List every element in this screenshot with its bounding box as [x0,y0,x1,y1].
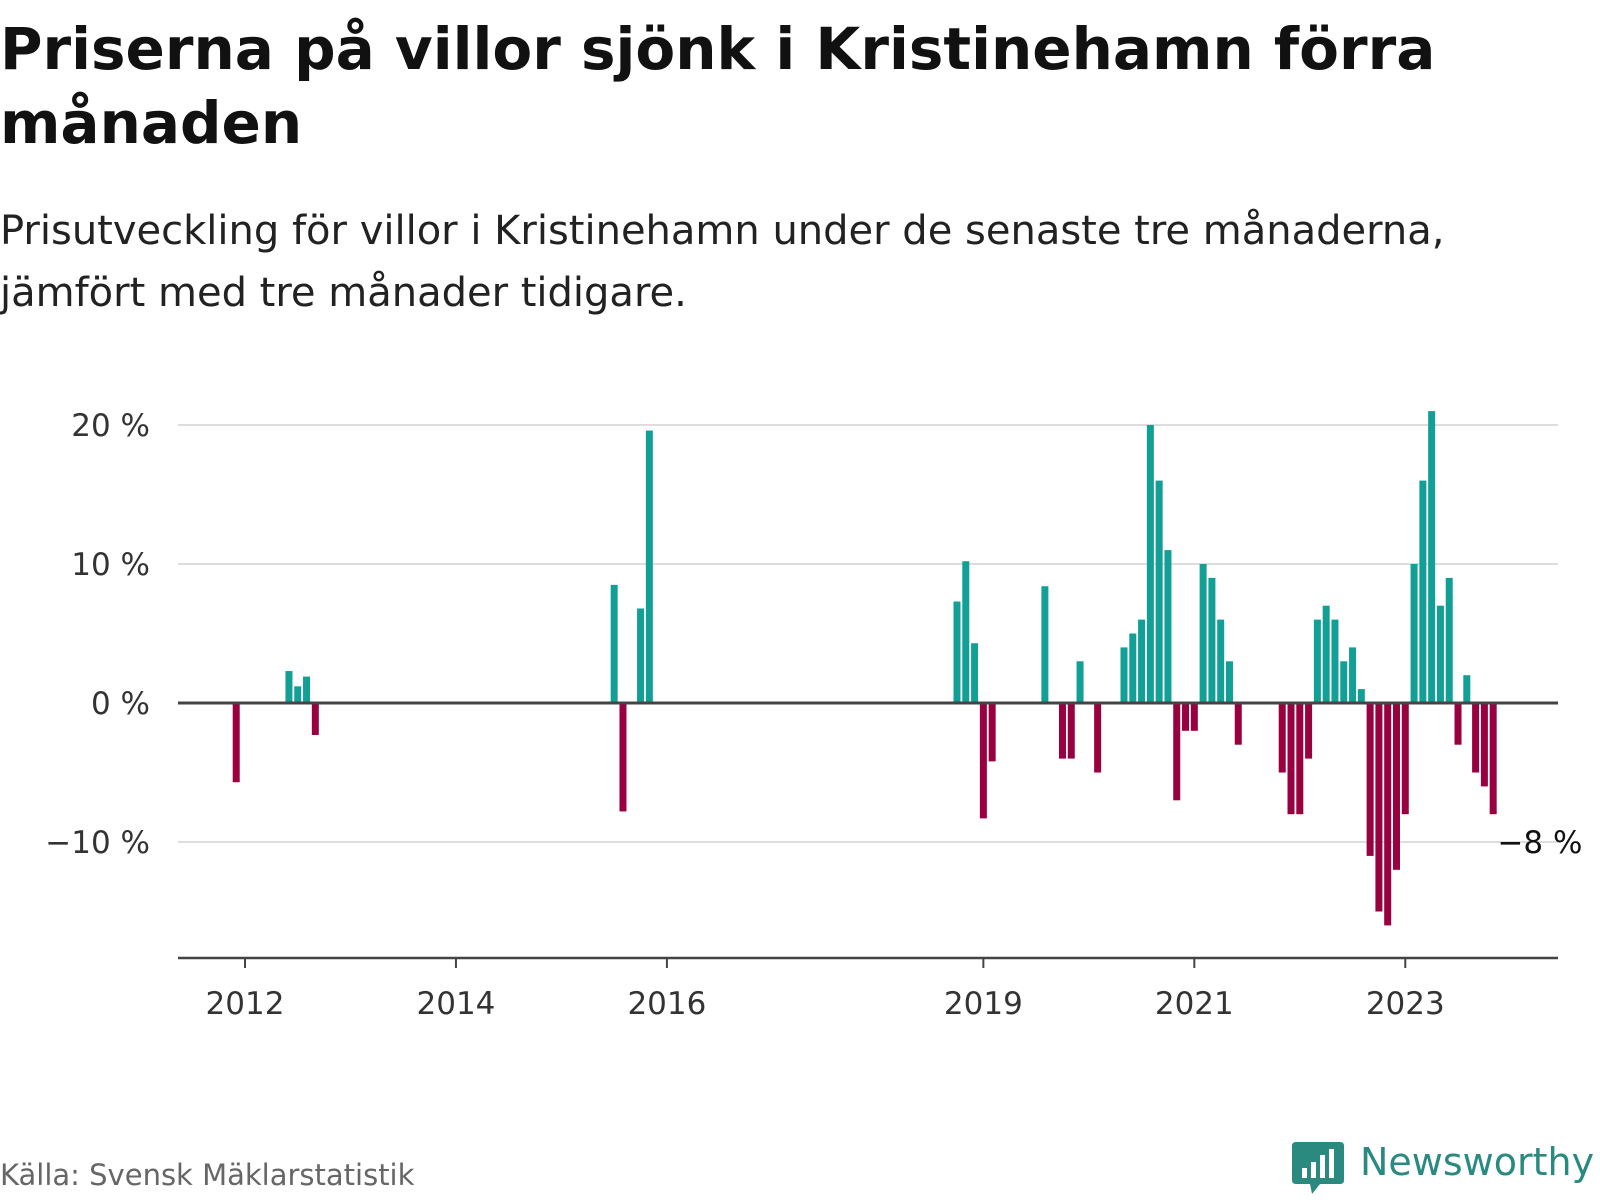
bar [303,676,311,703]
bar [232,703,240,783]
bar [1357,689,1365,703]
bar [1058,703,1066,759]
bar [1287,703,1295,815]
bar [1217,619,1225,703]
axes [178,701,1558,968]
bar [1164,550,1172,703]
bar [1489,703,1497,815]
last-value-label: −8 % [1497,825,1582,861]
bar [610,584,618,703]
bar [1419,480,1427,703]
bar [1454,703,1462,745]
bar [1349,647,1357,703]
bar [953,601,961,703]
bar [971,643,979,703]
bar [1428,411,1436,703]
labels: 20 % 10 % 0 % −10 % 2012 2014 2016 2019 2021 2023… [45,408,1582,1022]
bar [1401,703,1409,815]
bar [1375,703,1383,912]
bar [1305,703,1313,759]
gridlines [178,424,1558,843]
bar [1472,703,1480,773]
newsworthy-logo-icon [1292,1142,1344,1194]
x-tick-label: 2014 [417,986,496,1022]
bar [1138,619,1146,703]
bar [1366,703,1374,856]
bar [1067,703,1075,759]
bar [1322,605,1330,703]
bar [1340,661,1348,703]
brand-name: Newsworthy [1360,1140,1595,1184]
bar [1155,480,1163,703]
y-tick-label: 10 % [71,547,150,583]
y-tick-label: 20 % [71,408,150,444]
bar [1463,675,1471,703]
y-tick-label: 0 % [91,686,150,722]
bar [1199,564,1207,703]
bar [1190,703,1198,731]
bar [1076,661,1084,703]
x-tick-label: 2016 [627,986,706,1022]
x-tick-label: 2012 [206,986,285,1022]
bar [619,703,627,812]
bar [1182,703,1190,731]
bar [1331,619,1339,703]
bar [1296,703,1304,815]
bar [1146,425,1154,703]
bar [1480,703,1488,787]
y-tick-label: −10 % [45,825,150,861]
x-tick-label: 2019 [944,986,1023,1022]
bar [1278,703,1286,773]
bar [1173,703,1181,801]
bar [294,686,302,703]
bar [311,703,319,735]
bar [1392,703,1400,870]
bar [1208,577,1216,703]
bar [1120,647,1128,703]
bar [1129,633,1137,703]
bar [1384,703,1392,926]
chart-title: Priserna på villor sjönk i Kristinehamn … [0,15,1436,157]
bar [637,608,645,703]
bar [988,703,996,762]
bar [285,671,293,703]
bar [645,430,653,703]
bar [1094,703,1102,773]
bar [1041,586,1049,703]
source-note: Källa: Svensk Mäklarstatistik [0,1158,415,1192]
bar [962,561,970,703]
bar [1410,564,1418,703]
bar [979,703,987,819]
bar [1313,619,1321,703]
bar [1445,577,1453,703]
x-tick-label: 2023 [1366,986,1445,1022]
chart-subtitle: Prisutveckling för villor i Kristinehamn… [0,208,1445,316]
x-tick-label: 2021 [1155,986,1234,1022]
bar [1234,703,1242,745]
bars [232,411,1497,926]
bar [1225,661,1233,703]
bar [1436,605,1444,703]
